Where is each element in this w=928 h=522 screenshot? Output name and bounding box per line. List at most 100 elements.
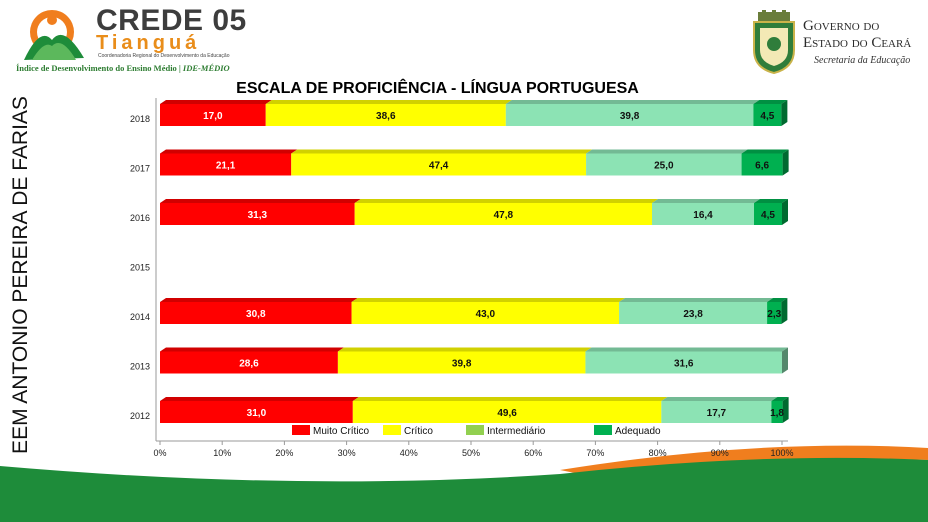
bar-segment (160, 302, 352, 324)
bar-segment (160, 153, 292, 176)
data-label: 4,5 (761, 210, 775, 221)
bar-segment-top (337, 347, 592, 352)
y-category-label: 2015 (130, 263, 150, 273)
data-label: 16,4 (693, 210, 713, 221)
bar-side (782, 199, 788, 225)
bar-segment-top (160, 100, 272, 104)
bar-segment (741, 153, 783, 176)
bar-segment (265, 104, 506, 126)
legend-label: Muito Crítico (313, 426, 370, 437)
bar-segment (505, 104, 754, 126)
x-tick-label: 100% (770, 448, 793, 458)
gov-line3: Secretaria da Educação (814, 55, 911, 66)
y-category-label: 2017 (130, 164, 150, 174)
legend-swatch (594, 425, 612, 435)
legend-swatch (292, 425, 310, 435)
bar-segment (354, 203, 653, 225)
y-category-label: 2014 (130, 312, 150, 322)
bar-segment-top (754, 199, 788, 203)
crede-subtitle: Coordenadoria Regional do Desenvolviment… (98, 53, 230, 59)
data-label: 2,3 (767, 309, 781, 320)
data-label: 31,0 (247, 408, 267, 419)
y-category-label: 2012 (130, 411, 150, 421)
bar-segment (351, 302, 620, 324)
gov-line2: Estado do Ceará (803, 35, 912, 51)
bar-segment-top (741, 149, 789, 154)
data-label: 39,8 (620, 111, 640, 122)
y-category-label: 2016 (130, 213, 150, 223)
bar-segment (619, 302, 768, 324)
bar-segment-top (351, 298, 626, 302)
x-tick-label: 20% (275, 448, 293, 458)
bar-segment-top (160, 298, 358, 302)
data-label: 43,0 (476, 309, 496, 320)
legend-swatch (466, 425, 484, 435)
bar-segment (753, 104, 782, 126)
bar-segment (160, 401, 353, 423)
data-label: 49,6 (497, 408, 517, 419)
bar-side (782, 347, 788, 374)
crede-title: CREDE 05 (96, 4, 247, 37)
bar-side (782, 397, 789, 423)
bar-segment (652, 203, 755, 225)
bar-segment-top (160, 347, 344, 352)
bar-side (781, 100, 788, 126)
x-tick-label: 40% (400, 448, 418, 458)
bar-segment (291, 153, 587, 176)
crede-city: Tianguá (96, 32, 201, 54)
y-category-label: 2013 (130, 362, 150, 372)
crede-logo (24, 10, 84, 60)
data-label: 31,6 (674, 359, 694, 370)
bar-segment-top (586, 149, 748, 154)
bar-segment (585, 351, 782, 374)
bar-side (781, 298, 788, 324)
bar-segment (767, 302, 782, 324)
data-label: 25,0 (654, 161, 674, 172)
bar-segment (160, 351, 338, 374)
bar-segment (771, 401, 783, 423)
x-tick-label: 30% (338, 448, 356, 458)
ide-label: Índice de Desenvolvimento do Ensino Médi… (16, 63, 230, 73)
chart-title: ESCALA DE PROFICIÊNCIA - LÍNGUA PORTUGUE… (236, 80, 639, 97)
bar-segment-top (354, 199, 659, 203)
bar-segment-top (352, 397, 668, 401)
x-tick-label: 50% (462, 448, 480, 458)
data-label: 17,0 (203, 111, 223, 122)
bar-segment-top (160, 397, 359, 401)
bar-segment-top (265, 100, 512, 104)
data-label: 39,8 (452, 359, 472, 370)
bar-segment-top (767, 298, 788, 302)
legend-label: Adequado (615, 426, 661, 437)
data-label: 38,6 (376, 111, 396, 122)
data-label: 23,8 (683, 309, 703, 320)
y-category-label: 2018 (130, 114, 150, 124)
gov-line1: Governo do (803, 18, 880, 34)
data-label: 47,4 (429, 161, 449, 172)
data-label: 30,8 (246, 309, 266, 320)
bar-segment (661, 401, 772, 423)
legend-swatch (383, 425, 401, 435)
ide-label-text: Índice de Desenvolvimento do Ensino Médi… (16, 63, 177, 73)
bar-segment-top (585, 347, 788, 352)
bar-segment-top (619, 298, 774, 302)
bar-segment-top (753, 100, 788, 104)
x-tick-label: 90% (711, 448, 729, 458)
bar-side (782, 149, 789, 176)
bar-segment-top (505, 100, 760, 104)
bar-segment-top (661, 397, 778, 401)
legend-label: Intermediário (487, 426, 546, 437)
bar-segment (337, 351, 586, 374)
bar-segment-top (771, 397, 789, 401)
data-label: 21,1 (216, 161, 236, 172)
data-label: 1,8 (770, 408, 784, 419)
x-tick-label: 70% (586, 448, 604, 458)
x-tick-label: 0% (153, 448, 166, 458)
data-label: 6,6 (755, 161, 769, 172)
bar-segment (754, 203, 782, 225)
government-seal-icon (753, 10, 795, 74)
data-label: 31,3 (248, 210, 268, 221)
plot-area: 0% 10% 20% 30% 40% 50% 60% 70% 80% 90% 100% 2018 17,… (130, 98, 794, 458)
data-label: 4,5 (760, 111, 774, 122)
bar-segment (586, 153, 742, 176)
